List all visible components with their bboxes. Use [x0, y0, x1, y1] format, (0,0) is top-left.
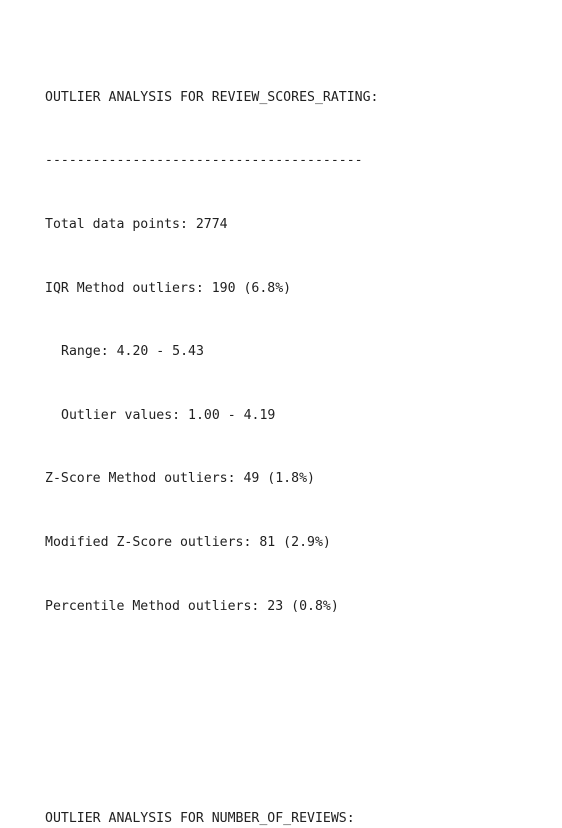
percentile-outliers: Percentile Method outliers: 23 (0.8%): [45, 598, 339, 614]
iqr-range: Range: 4.20 - 5.43: [61, 344, 204, 360]
total-data-points: Total data points: 2774: [45, 217, 228, 232]
section-title: OUTLIER ANALYSIS FOR REVIEW_SCORES_RATIN…: [45, 89, 379, 105]
modified-zscore-outliers: Modified Z-Score outliers: 81 (2.9%): [45, 534, 331, 550]
zscore-outliers: Z-Score Method outliers: 49 (1.8%): [45, 471, 315, 487]
iqr-outlier-values: Outlier values: 1.00 - 4.19: [61, 407, 276, 423]
section-title: OUTLIER ANALYSIS FOR NUMBER_OF_REVIEWS:: [45, 810, 355, 826]
iqr-outliers: IQR Method outliers: 190 (6.8%): [45, 280, 292, 296]
outlier-section-number-of-reviews: OUTLIER ANALYSIS FOR NUMBER_OF_REVIEWS: …: [45, 765, 378, 828]
blank-line: [45, 702, 378, 723]
separator-line: ----------------------------------------: [45, 153, 363, 169]
console-output: OUTLIER ANALYSIS FOR REVIEW_SCORES_RATIN…: [45, 2, 378, 828]
outlier-section-review-scores-rating: OUTLIER ANALYSIS FOR REVIEW_SCORES_RATIN…: [45, 44, 378, 659]
